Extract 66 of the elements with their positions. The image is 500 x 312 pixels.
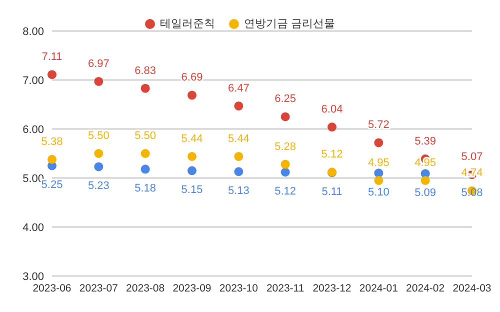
data-label: 5.50 [134,130,156,142]
point [420,176,430,185]
point [140,84,150,93]
data-label: 5.15 [181,184,203,196]
data-label: 5.12 [274,185,296,198]
data-label: 6.04 [321,104,343,116]
data-label: 5.25 [41,179,63,192]
y-tick-label: 4.00 [22,222,44,234]
point [234,167,244,176]
point [280,112,290,122]
y-tick-label: 7.00 [22,74,44,87]
point [280,168,290,177]
data-label: 5.44 [181,132,203,145]
data-label: 6.83 [134,64,156,77]
x-tick-label: 2024-03 [452,282,492,294]
point [328,122,336,132]
data-label: 5.12 [321,148,343,161]
point [374,176,384,185]
data-label: 6.25 [274,93,296,106]
data-label: 5.07 [461,151,483,164]
data-label: 5.23 [88,180,110,192]
point [188,90,196,100]
x-tick-label: 2023-12 [312,282,352,294]
point [280,160,290,169]
point [140,164,150,174]
legend-label: 테일러준칙 [160,16,215,31]
point [94,76,104,86]
point [188,152,196,161]
data-label: 5.28 [274,140,296,153]
legend-label: 연방기금 금리선물 [244,16,336,31]
point [188,166,196,176]
point [94,149,104,158]
x-tick-label: 2024-01 [359,282,398,294]
x-tick-label: 2023-10 [219,282,258,294]
y-tick-label: 6.00 [22,124,44,136]
data-label: 5.11 [322,186,342,198]
x-tick-label: 2023-11 [266,282,304,294]
y-tick-label: 8.00 [22,26,44,38]
data-label: 5.38 [41,136,63,148]
data-label: 6.47 [228,82,250,94]
data-label: 7.11 [42,51,62,64]
x-tick-label: 2023-09 [172,282,212,294]
point [234,152,244,161]
data-label: 4.95 [414,156,436,169]
point [374,138,384,148]
x-tick-label: 2023-08 [126,282,165,294]
data-label: 6.97 [88,58,110,70]
data-label: 4.95 [368,156,390,169]
data-label: 5.72 [368,119,390,132]
data-label: 5.10 [368,186,390,198]
data-label: 5.39 [414,135,436,148]
x-tick-label: 2023-06 [32,282,72,294]
data-label: 5.13 [228,184,250,197]
data-label: 5.50 [88,130,110,142]
data-label: 5.18 [134,182,156,195]
point [140,149,150,158]
point [94,162,104,172]
y-tick-label: 3.00 [22,270,44,283]
x-tick-label: 2024-02 [406,282,445,294]
data-label: 5.09 [414,186,436,199]
x-tick-label: 2023-07 [79,282,118,294]
point [234,101,244,110]
point [48,70,56,80]
data-label: 5.44 [228,132,250,145]
point [48,154,56,164]
data-label: 6.69 [181,72,203,84]
